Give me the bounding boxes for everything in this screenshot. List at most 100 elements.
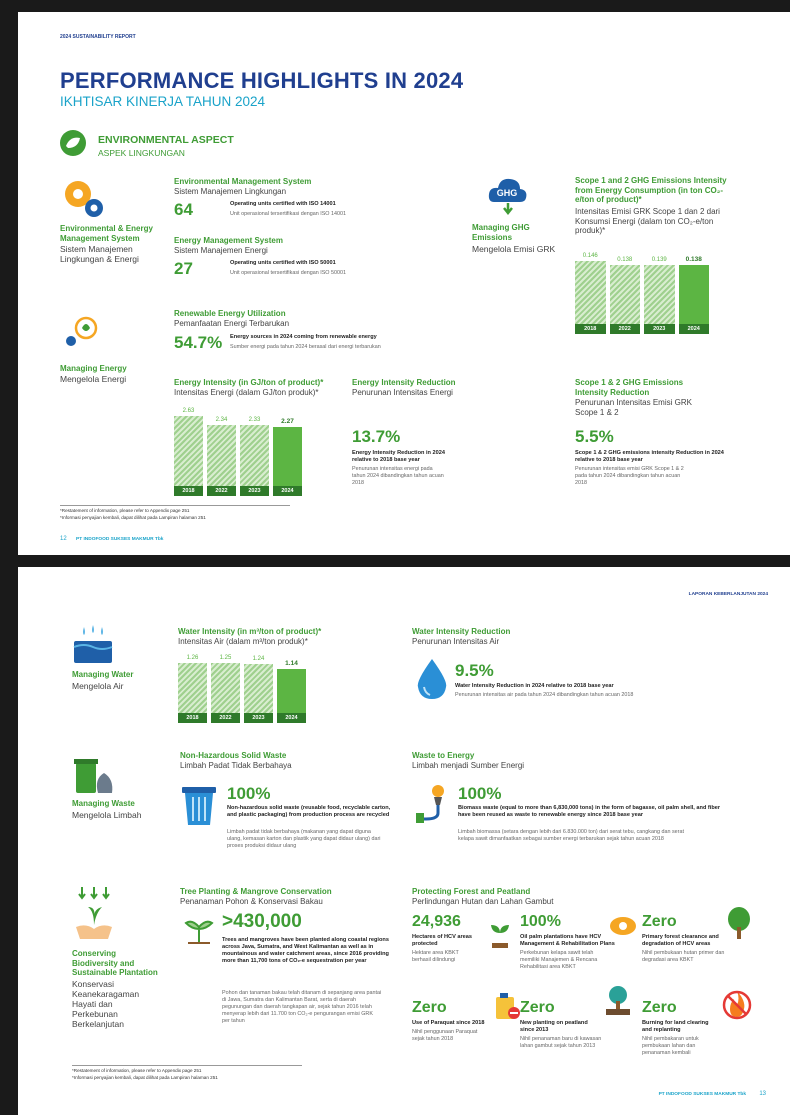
forest-item-desc-id: Nihil pembukaan hutan primer dan degrada… (642, 950, 725, 963)
bar-value-label: 0.138 (685, 256, 702, 263)
waste-label-title: Managing Waste (72, 799, 135, 808)
forest-item-value: 100% (520, 913, 561, 930)
paraquat-icon (496, 993, 520, 1019)
bar: 2024 (277, 668, 306, 723)
water-label-title: Managing Water (72, 670, 134, 679)
enms-subtitle: Sistem Manajemen Energi (174, 246, 268, 255)
bar: 2022 (609, 265, 640, 334)
biodiversity-icon (76, 887, 112, 939)
ems-title: Environmental Management System (174, 177, 312, 186)
waste-label-subtitle: Mengelola Limbah (72, 810, 142, 820)
water-reduction-subtitle: Penurunan Intensitas Air (412, 637, 500, 646)
bar: 2018 (575, 261, 606, 334)
water-reduction-title: Water Intensity Reduction (412, 627, 511, 636)
energy-reduction-value: 13.7% (352, 427, 401, 446)
forest-item-desc: Oil palm plantations have HCV Management… (520, 934, 615, 947)
ems-desc-id: Unit operasional tersertifikasi dengan I… (230, 211, 346, 217)
forest-item-value: Zero (412, 999, 447, 1016)
bar: 2024 (678, 265, 709, 334)
energy-label-title: Managing Energy (60, 364, 127, 373)
renewable-value: 54.7% (174, 333, 223, 352)
ghg-reduction-desc-id: Penurunan intensitas emisi GRK Scope 1 &… (575, 466, 684, 486)
bar-value-label: 0.138 (617, 257, 633, 263)
waste-to-energy-desc: Biomass waste (equal to more than 6,830,… (458, 805, 721, 818)
bar-category: 2018 (174, 486, 203, 496)
environment-icon (60, 130, 86, 156)
ghg-label-subtitle: Mengelola Emisi GRK (472, 244, 556, 254)
ghg-reduction-value: 5.5% (575, 427, 614, 446)
bar: 2018 (178, 663, 207, 723)
bar-category: 2023 (244, 713, 273, 723)
forest-item-desc: Primary forest clearance and degradation… (642, 934, 719, 947)
bar-category: 2023 (240, 486, 269, 496)
page-right: LAPORAN KEBERLANJUTAN 2024 Managing Wate… (18, 567, 790, 1115)
ghg-icon-text: GHG (497, 188, 518, 198)
ghg-chart-title: Scope 1 and 2 GHG Emissions Intensity fr… (575, 176, 727, 204)
water-chart-title: Water Intensity (in m³/ton of product)* (178, 627, 322, 636)
bar: 2018 (174, 416, 203, 496)
section-title: ENVIRONMENTAL ASPECT (98, 134, 234, 146)
company-name: PT INDOFOOD SUKSES MAKMUR Tbk (76, 537, 164, 542)
ghg-reduction-title: Scope 1 & 2 GHG Emissions Intensity Redu… (575, 378, 684, 397)
page-left: 2024 SUSTAINABILITY REPORT PERFORMANCE H… (18, 12, 790, 555)
hcv-icon (491, 925, 509, 948)
tree-icon (728, 907, 750, 939)
ems-label-title: Environmental & Energy Management System (60, 224, 153, 243)
waste-to-energy-value: 100% (458, 784, 502, 803)
ems-label-subtitle: Sistem Manajemen Lingkungan & Energi (60, 244, 139, 264)
forest-item-value: 24,936 (412, 913, 461, 930)
forest-item: Zero New planting on peatland since 2013… (520, 986, 640, 1050)
energy-reduction-desc-id: Penurunan intensitas energi pada tahun 2… (352, 466, 444, 486)
biodiversity-label-subtitle: Konservasi Keanekaragaman Hayati dan Per… (72, 979, 140, 1029)
peat-icon (606, 986, 630, 1015)
running-header: 2024 SUSTAINABILITY REPORT (60, 34, 136, 40)
tree-planting-desc: Trees and mangroves have been planted al… (222, 937, 389, 964)
forest-item-desc-id: Nihil penanaman baru di kawasan lahan ga… (520, 1036, 602, 1049)
forest-item-desc-id: Nihil penggunaan Paraquat sejak tahun 20… (412, 1029, 478, 1042)
footnote: *Restatement of information, please refe… (72, 1068, 202, 1073)
footnote-id: *Informasi penyajian kembali, dapat dili… (72, 1075, 218, 1080)
energy-chart: 2018 2.63 2022 2.34 2023 2.33 2024 2.27 (174, 404, 302, 496)
company-name: PT INDOFOOD SUKSES MAKMUR Tbk (658, 1092, 746, 1097)
bar: 2023 (240, 425, 269, 496)
water-reduction-desc: Water Intensity Reduction in 2024 relati… (455, 683, 614, 689)
enms-title: Energy Management System (174, 236, 283, 245)
non-hazardous-title: Non-Hazardous Solid Waste (180, 751, 287, 760)
tree-planting-subtitle: Penanaman Pohon & Konservasi Bakau (180, 897, 323, 906)
water-icon (73, 625, 113, 663)
forest-item: 24,936 Hectares of HCV areas protected H… (412, 913, 522, 964)
forest-item-desc: Use of Paraquat since 2018 (412, 1020, 485, 1026)
running-header: LAPORAN KEBERLANJUTAN 2024 (688, 592, 768, 597)
non-hazardous-value: 100% (227, 784, 271, 803)
forest-item-desc-id: Hektare area KBKT berhasil dilindungi (412, 950, 459, 963)
water-chart: 2018 1.26 2022 1.25 2023 1.24 2024 1.14 (178, 651, 306, 723)
ghg-chart-subtitle: Intensitas Emisi GRK Scope 1 dan 2 dari … (575, 207, 720, 235)
bar-value-label: 2.33 (248, 417, 261, 424)
forest-item: 100% Oil palm plantations have HCV Manag… (520, 913, 640, 971)
bar-value-label: 1.25 (219, 655, 232, 662)
forest-item-desc: New planting on peatland since 2013 (520, 1020, 588, 1033)
tree-planting-value: >430,000 (222, 911, 302, 932)
bin-icon (182, 787, 216, 825)
bar: 2022 (207, 424, 236, 496)
palm-fruit-icon (610, 917, 636, 935)
energy-reduction-desc: Energy Intensity Reduction in 2024 relat… (352, 450, 445, 463)
ghg-reduction-desc: Scope 1 & 2 GHG emissions intensity Redu… (575, 450, 724, 463)
footnote-rule (60, 505, 290, 506)
no-burning-icon (722, 990, 752, 1020)
forest-item-desc: Burning for land clearing and replanting (642, 1020, 709, 1033)
water-chart-subtitle: Intensitas Air (dalam m³/ton produk)* (178, 637, 308, 646)
waste-to-energy-title: Waste to Energy (412, 751, 475, 760)
forest-item-desc-id: Perkebunan kelapa sawit telah memiliki M… (520, 950, 598, 970)
bar-value-label: 1.14 (285, 659, 298, 667)
renewable-desc-id: Sumber energi pada tahun 2024 berasal da… (230, 344, 381, 350)
ghg-label-title: Managing GHG Emissions (472, 223, 530, 242)
ems-desc: Operating units certified with ISO 14001 (230, 201, 336, 207)
tree-planting-desc-id: Pohon dan tanaman bakau telah ditanam di… (222, 990, 382, 1024)
page-subtitle: IKHTISAR KINERJA TAHUN 2024 (60, 94, 266, 109)
forest-item-value: Zero (642, 999, 677, 1016)
bar-value-label: 0.139 (651, 256, 667, 263)
forest-item: Zero Use of Paraquat since 2018 Nihil pe… (412, 993, 522, 1043)
bar-category: 2018 (178, 713, 207, 723)
